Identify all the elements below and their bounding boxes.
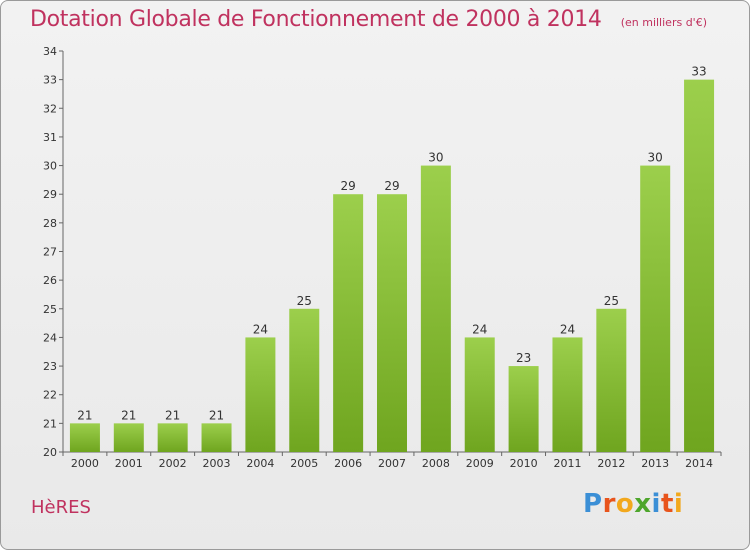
brand-letter: o [615,489,635,519]
x-tick-label: 2007 [378,457,406,470]
brand-letter: i [673,489,684,519]
x-tick-label: 2012 [597,457,625,470]
labels-layer: 2000 21 2001 21 2002 21 2003 21 2004 24 2005 25 2006… [71,65,713,470]
y-tick-label: 28 [43,217,57,230]
bar [596,308,627,452]
bar-value-label: 24 [472,322,487,336]
bar-value-label: 24 [560,322,575,336]
x-tick-label: 2003 [203,457,231,470]
x-tick-label: 2009 [466,457,494,470]
bar [420,165,451,453]
axes-layer: 20 21 22 23 24 25 26 27 28 29 30 31 32 33 34 [43,45,722,459]
bar-value-label: 21 [121,408,136,422]
chart-subtitle: (en milliers d'€) [620,16,707,29]
x-tick-label: 2011 [553,457,581,470]
x-tick-label: 2008 [422,457,450,470]
y-tick-label: 33 [43,74,57,87]
bar-value-label: 24 [253,322,268,336]
bar [157,423,188,452]
bar-value-label: 29 [340,179,355,193]
proxiti-logo: Proxiti [583,489,683,519]
y-tick-label: 26 [43,274,57,287]
brand-letter: r [602,489,616,519]
brand-letter: P [583,489,603,519]
bar-value-label: 21 [165,408,180,422]
bar-value-label: 30 [648,151,663,165]
x-tick-label: 2006 [334,457,362,470]
y-tick-label: 31 [43,131,57,144]
bar [245,337,276,452]
bar-value-label: 23 [516,351,531,365]
bar [113,423,144,452]
y-tick-label: 22 [43,389,57,402]
title-row: Dotation Globale de Fonctionnement de 20… [30,7,707,32]
x-tick-label: 2010 [510,457,538,470]
bar [289,308,320,452]
y-tick-label: 24 [43,331,57,344]
bar-value-label: 33 [691,65,706,79]
y-tick-label: 23 [43,360,57,373]
y-tick-label: 20 [43,446,57,459]
bars-layer [69,79,715,453]
bar [377,194,407,452]
x-tick-label: 2004 [246,457,274,470]
bar [201,423,232,452]
bar [684,79,715,453]
bar [464,337,495,452]
x-tick-label: 2014 [685,457,713,470]
brand-letter: i [651,489,661,519]
bar [508,366,539,452]
x-tick-label: 2000 [71,457,99,470]
brand-letter: x [634,489,652,519]
y-tick-label: 34 [43,45,57,58]
y-tick-label: 27 [43,246,57,259]
y-tick-label: 32 [43,102,57,115]
commune-name: HèRES [31,497,91,518]
bar-value-label: 21 [209,408,224,422]
bar-value-label: 25 [604,294,619,308]
y-tick-label: 25 [43,303,57,316]
bar-value-label: 29 [384,179,399,193]
bar [640,165,671,453]
y-tick-label: 30 [43,160,57,173]
x-tick-label: 2013 [641,457,669,470]
bar [552,337,583,452]
y-tick-label: 21 [43,417,57,430]
x-tick-label: 2001 [115,457,143,470]
bar [333,194,364,452]
y-tick-label: 29 [43,188,57,201]
bar-value-label: 21 [77,408,92,422]
x-tick-label: 2002 [159,457,187,470]
x-tick-label: 2005 [290,457,318,470]
bar-value-label: 30 [428,151,443,165]
bar [69,423,100,452]
bar-value-label: 25 [297,294,312,308]
brand-letter: t [660,489,674,519]
chart-title: Dotation Globale de Fonctionnement de 20… [30,7,602,32]
